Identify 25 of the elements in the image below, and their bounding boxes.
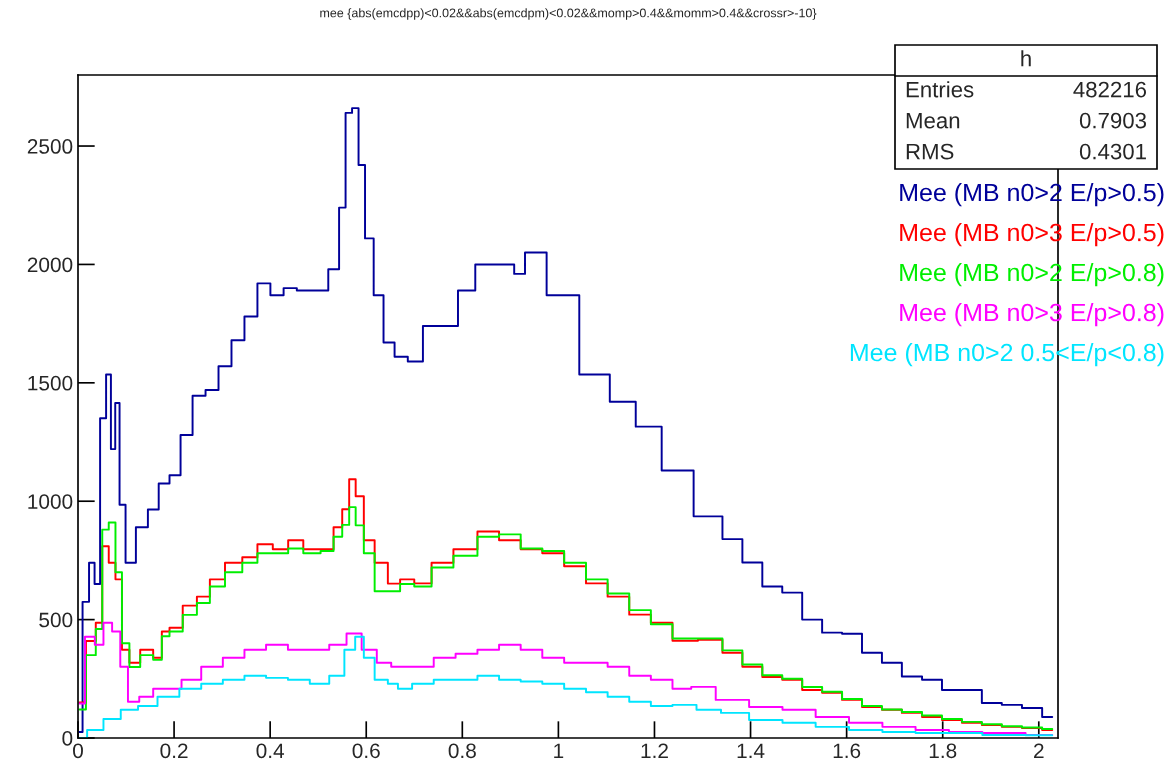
y-tick-label: 2500 [27, 139, 73, 154]
y-tick-label: 1000 [28, 494, 73, 509]
text: h [1021, 50, 1031, 67]
x-tick-label: 0 [73, 743, 83, 759]
y-tick-label: 2000 [27, 257, 73, 273]
x-tick-label: 2 [1034, 743, 1044, 758]
x-tick-label: 0.4 [256, 743, 285, 759]
x-tick-label: 0.2 [160, 743, 188, 759]
annotation: Entries [906, 81, 974, 98]
x-tick-label: 0.6 [352, 743, 380, 759]
annotation: Mean [906, 112, 960, 129]
y-tick-label: 500 [39, 612, 73, 628]
text: 0.7903 [1079, 112, 1147, 129]
x-tick-label: 0.8 [448, 743, 476, 759]
chart-title: mee {abs(emcdpp)<0.02&&abs(emcdpm)<0.02&&momp>0.4&&momm>0.4&&crossr>-10} [320, 8, 817, 20]
text: 482216 [1073, 81, 1147, 98]
x-tick-label: 1 [554, 743, 564, 758]
text: 0.4301 [1079, 143, 1146, 160]
x-tick-label: 1.6 [833, 743, 861, 759]
x-tick-label: 1.2 [641, 743, 668, 758]
annotation: RMS [906, 143, 954, 160]
y-tick-label: 0 [62, 731, 73, 746]
x-tick-label: 1.4 [737, 743, 765, 758]
x-tick-label: 1.8 [929, 743, 957, 759]
y-tick-label: 1500 [28, 375, 73, 391]
